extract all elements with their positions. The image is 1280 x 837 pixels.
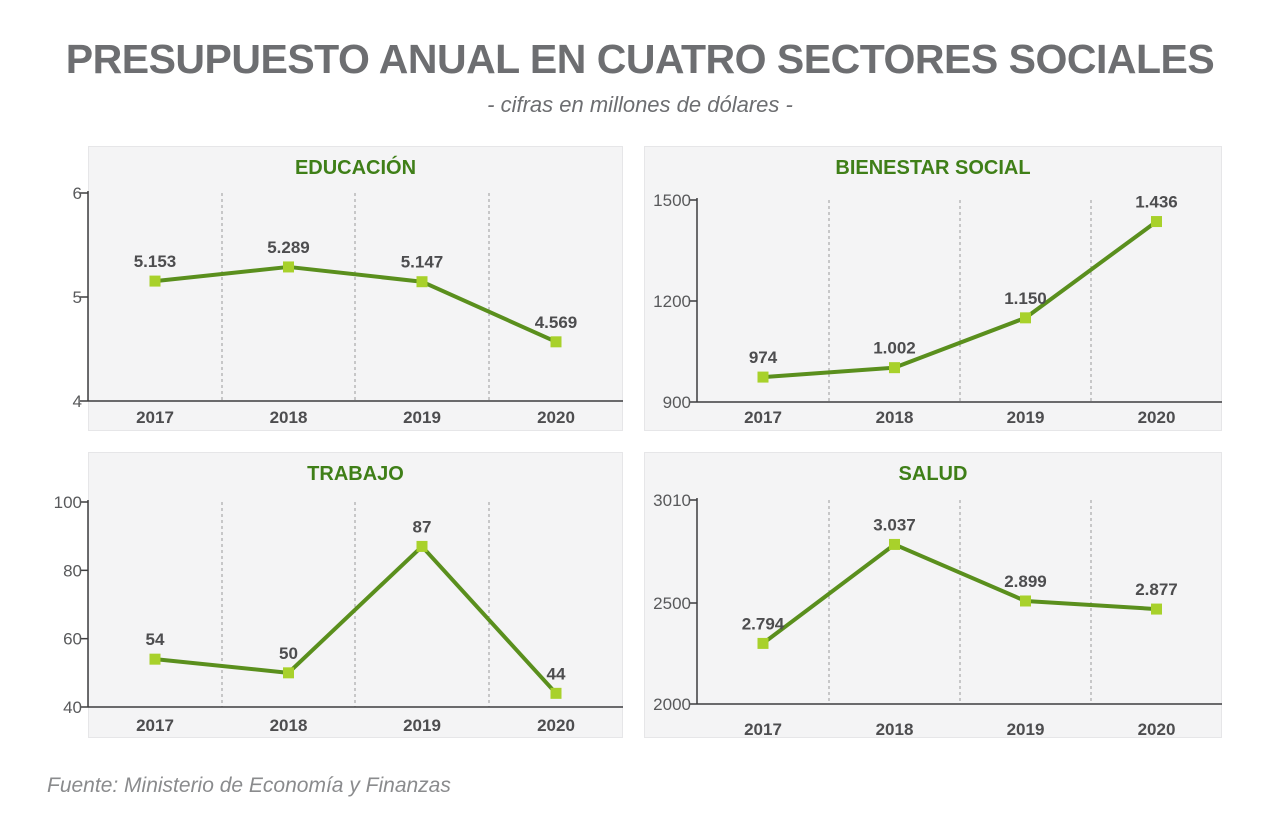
x-tick-label: 2017: [136, 408, 174, 427]
x-tick-label: 2018: [270, 716, 308, 735]
panel-title: BIENESTAR SOCIAL: [835, 157, 1030, 179]
data-point: [889, 538, 900, 550]
y-tick-label: 900: [663, 393, 691, 412]
x-tick-label: 2019: [403, 408, 441, 427]
data-label: 2.794: [742, 614, 785, 633]
x-tick-label: 2019: [1007, 720, 1045, 739]
y-tick-label: 3010: [653, 491, 691, 510]
x-tick-label: 2020: [1138, 720, 1176, 739]
data-point: [149, 653, 161, 665]
data-label: 44: [547, 664, 566, 683]
x-tick-label: 2020: [1138, 408, 1176, 427]
series-line-educacion: [154, 264, 557, 344]
data-point: [416, 540, 428, 552]
data-label: 50: [279, 644, 298, 663]
data-label: 4.569: [535, 313, 578, 332]
data-label: 5.153: [134, 252, 177, 271]
y-tick-label: 4: [73, 392, 82, 411]
chart-panel-bienestar-social: BIENESTAR SOCIAL 900 1200 1500 2017 2018 2019 2…: [644, 146, 1222, 431]
data-label: 1.150: [1004, 289, 1047, 308]
chart-trabajo: TRABAJO 40 60 80 100 2017 2018 2019 2020 54 50 87 44: [54, 463, 623, 735]
data-point: [1151, 216, 1162, 228]
y-tick-label: 1500: [653, 191, 691, 210]
x-tick-label: 2018: [270, 408, 308, 427]
data-label: 54: [146, 630, 165, 649]
page-title: PRESUPUESTO ANUAL EN CUATRO SECTORES SOC…: [65, 36, 1215, 82]
series-line-salud: [761, 542, 1157, 646]
data-label: 2.877: [1135, 580, 1178, 599]
data-point: [283, 667, 294, 679]
panel-title: EDUCACIÓN: [295, 155, 416, 179]
y-tick-label: 1200: [653, 292, 691, 311]
data-point: [757, 637, 769, 649]
data-point: [550, 687, 562, 699]
data-label: 5.147: [401, 253, 444, 272]
x-tick-label: 2017: [136, 716, 174, 735]
source-note: Fuente: Ministerio de Economía y Finanza…: [47, 774, 451, 797]
x-tick-label: 2018: [876, 408, 914, 427]
data-label: 2.899: [1004, 572, 1047, 591]
chart-panel-salud: SALUD 2000 2500 3010 2017 2018 2019 2020 2.794 3.…: [644, 452, 1222, 739]
data-label: 5.289: [267, 238, 310, 257]
y-tick-label: 40: [63, 698, 82, 717]
chart-salud: SALUD 2000 2500 3010 2017 2018 2019 2020 2.794 3.…: [653, 463, 1222, 739]
data-point: [283, 261, 294, 273]
chart-panel-trabajo: TRABAJO 40 60 80 100 2017 2018 2019 2020 54 50 87 44: [54, 452, 623, 738]
data-label: 1.436: [1135, 193, 1178, 212]
series-line-bienestar-social: [762, 219, 1158, 380]
panel-title: TRABAJO: [307, 463, 404, 485]
y-tick-label: 80: [63, 561, 82, 580]
chart-panel-educacion: EDUCACIÓN 4 5 6 2017 2018 2019 2020 5.153 5.289 5.…: [73, 146, 623, 431]
data-point: [1020, 312, 1031, 324]
data-point: [149, 275, 161, 287]
x-tick-label: 2019: [1007, 408, 1045, 427]
x-tick-label: 2020: [537, 716, 575, 735]
data-point: [889, 362, 900, 374]
y-tick-label: 6: [73, 184, 82, 203]
x-tick-label: 2017: [744, 720, 782, 739]
y-tick-label: 5: [73, 288, 82, 307]
data-point: [550, 336, 562, 348]
x-tick-label: 2017: [744, 408, 782, 427]
chart-bienestar-social: BIENESTAR SOCIAL 900 1200 1500 2017 2018 2019 2…: [653, 157, 1222, 427]
x-tick-label: 2018: [876, 720, 914, 739]
data-point: [416, 276, 428, 288]
y-tick-label: 60: [63, 630, 82, 649]
data-label: 974: [749, 348, 778, 367]
data-point: [757, 371, 769, 383]
data-label: 87: [413, 517, 432, 536]
page-subtitle: - cifras en millones de dólares -: [487, 92, 793, 117]
data-label: 3.037: [873, 515, 916, 534]
y-tick-label: 100: [54, 493, 82, 512]
x-tick-label: 2020: [537, 408, 575, 427]
data-point: [1151, 603, 1162, 615]
x-tick-label: 2019: [403, 716, 441, 735]
chart-educacion: EDUCACIÓN 4 5 6 2017 2018 2019 2020 5.153 5.289 5.…: [73, 155, 623, 427]
data-point: [1020, 595, 1031, 607]
data-label: 1.002: [873, 339, 916, 358]
y-tick-label: 2500: [653, 594, 691, 613]
series-line-trabajo: [154, 544, 558, 695]
panel-title: SALUD: [899, 463, 968, 485]
y-tick-label: 2000: [653, 695, 691, 714]
